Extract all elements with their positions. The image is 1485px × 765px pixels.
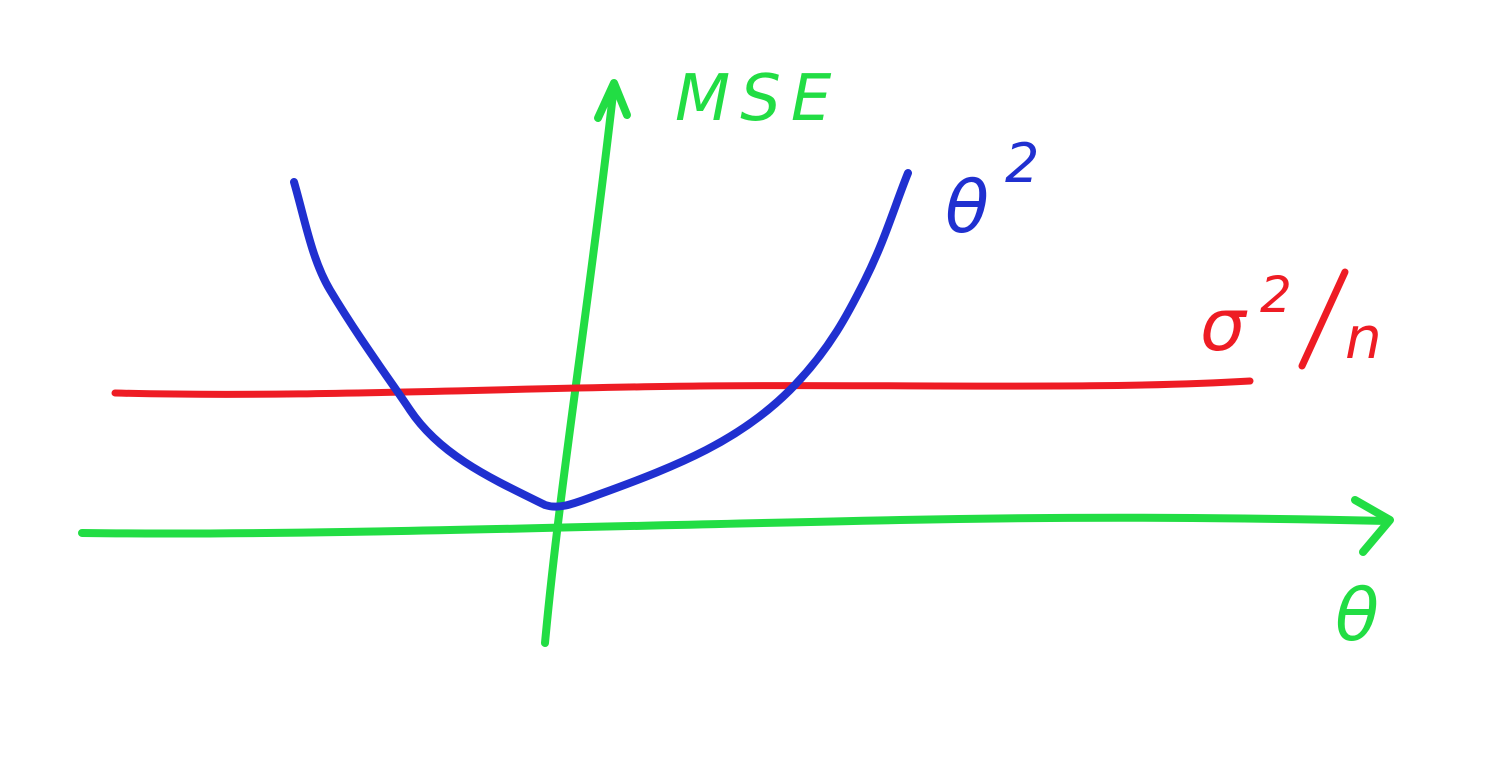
x-axis [78,496,1394,556]
theta-squared-curve [290,169,912,511]
theta-squared-label: θ 2 [945,132,1039,249]
theta-squared-label-base: θ [945,165,989,249]
sigma-label-denominator: n [1345,304,1382,372]
y-axis-label: MSE [675,62,841,136]
y-axis [541,79,631,647]
theta-squared-label-exponent: 2 [1005,132,1039,195]
x-axis-line [78,513,1392,538]
sigma-label-base: σ [1200,283,1248,367]
y-axis-line [541,81,618,647]
fraction-slash [1298,268,1349,370]
x-axis-arrowhead [1351,496,1394,556]
x-axis-label: θ [1335,573,1379,657]
y-axis-arrowhead [594,79,631,122]
sigma-squared-over-n-line [111,377,1254,398]
sigma-squared-over-n-label: σ 2 n [1200,266,1382,372]
sigma-label-exponent: 2 [1260,266,1292,324]
